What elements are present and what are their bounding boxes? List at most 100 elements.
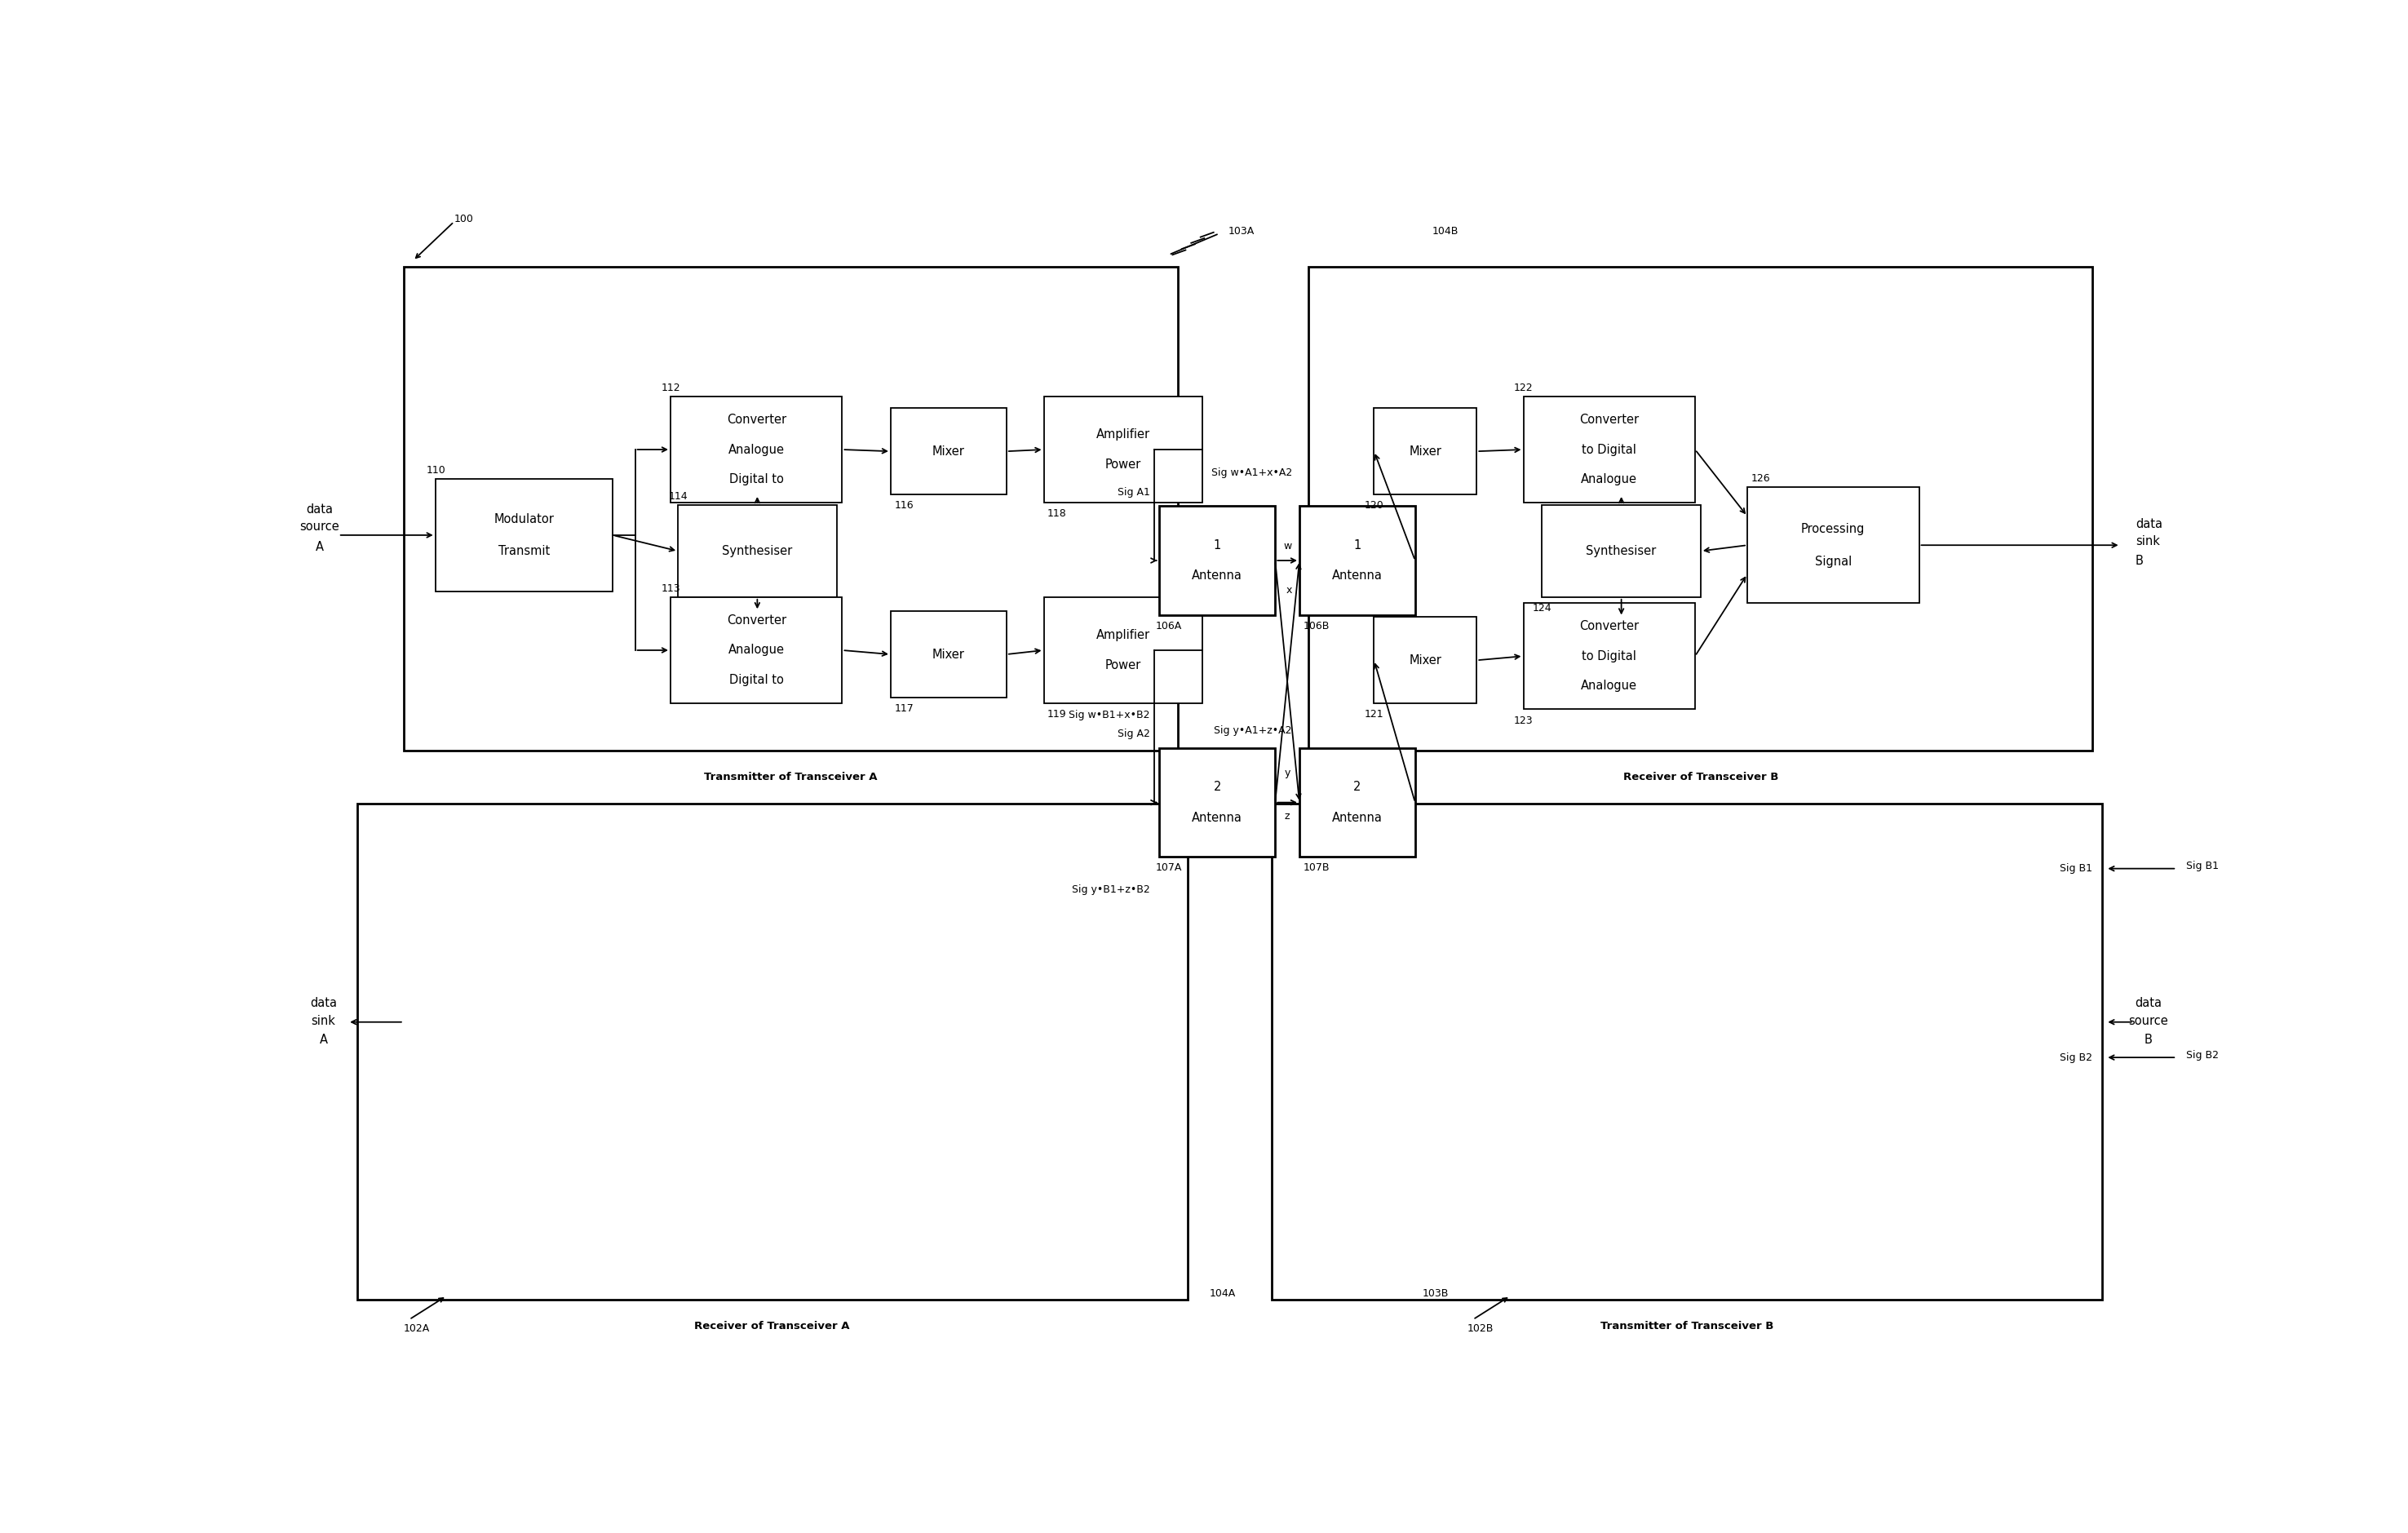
Text: z: z (1283, 811, 1291, 822)
Text: Sig y•B1+z•B2: Sig y•B1+z•B2 (1072, 885, 1151, 895)
FancyBboxPatch shape (679, 504, 836, 598)
Text: Converter: Converter (727, 414, 785, 426)
Text: 104A: 104A (1209, 1288, 1235, 1298)
Text: Mixer: Mixer (932, 648, 966, 661)
Text: B: B (2146, 1033, 2153, 1046)
Text: 116: 116 (893, 500, 913, 510)
Text: A: A (320, 1033, 327, 1046)
Text: 102A: 102A (405, 1323, 431, 1334)
Text: Processing: Processing (1801, 523, 1866, 535)
Text: Sig B2: Sig B2 (2186, 1050, 2218, 1061)
Text: Sig y•A1+z•A2: Sig y•A1+z•A2 (1214, 725, 1293, 736)
FancyBboxPatch shape (1043, 397, 1202, 503)
Text: Sig B1: Sig B1 (2059, 863, 2093, 874)
Text: 123: 123 (1515, 714, 1534, 725)
Text: 110: 110 (426, 464, 445, 475)
Text: Synthesiser: Synthesiser (722, 544, 792, 556)
Text: Digital to: Digital to (730, 474, 783, 486)
Text: Analogue: Analogue (727, 644, 785, 656)
Text: 122: 122 (1515, 382, 1534, 392)
Text: 100: 100 (455, 215, 474, 225)
FancyBboxPatch shape (1524, 397, 1695, 503)
Text: 126: 126 (1751, 474, 1770, 484)
Text: Sig A2: Sig A2 (1117, 728, 1151, 739)
Text: sink: sink (311, 1015, 335, 1027)
Text: Sig w•A1+x•A2: Sig w•A1+x•A2 (1211, 468, 1293, 478)
Text: 121: 121 (1365, 710, 1385, 721)
Text: Sig B2: Sig B2 (2059, 1052, 2093, 1062)
Text: 102B: 102B (1466, 1323, 1493, 1334)
Text: B: B (2136, 555, 2143, 567)
Text: Sig A1: Sig A1 (1117, 487, 1151, 497)
Text: Antenna: Antenna (1192, 811, 1243, 823)
Text: Synthesiser: Synthesiser (1587, 544, 1657, 556)
Text: w: w (1283, 541, 1291, 552)
Text: source: source (2129, 1015, 2170, 1027)
Text: data: data (311, 996, 337, 1009)
Text: Power: Power (1105, 458, 1141, 471)
Text: 103A: 103A (1228, 225, 1255, 236)
Text: 107B: 107B (1303, 863, 1329, 874)
Text: 124: 124 (1534, 602, 1553, 613)
Text: Transmitter of Transceiver A: Transmitter of Transceiver A (703, 771, 877, 782)
Text: Analogue: Analogue (1582, 679, 1637, 691)
FancyBboxPatch shape (1748, 487, 1919, 602)
Text: Mixer: Mixer (932, 445, 966, 457)
Text: Antenna: Antenna (1192, 570, 1243, 583)
Text: Analogue: Analogue (727, 443, 785, 455)
Text: data: data (306, 503, 332, 515)
Text: 104B: 104B (1433, 225, 1459, 236)
Text: 119: 119 (1047, 710, 1067, 721)
Text: y: y (1283, 768, 1291, 779)
Text: Transmitter of Transceiver B: Transmitter of Transceiver B (1599, 1321, 1772, 1331)
Text: Converter: Converter (1580, 414, 1640, 426)
Text: data: data (2136, 518, 2162, 530)
Text: Converter: Converter (727, 615, 785, 627)
FancyBboxPatch shape (1161, 506, 1276, 615)
Text: Power: Power (1105, 659, 1141, 671)
Text: 106B: 106B (1303, 621, 1329, 632)
FancyBboxPatch shape (1300, 506, 1416, 615)
Text: Converter: Converter (1580, 621, 1640, 633)
FancyBboxPatch shape (436, 478, 612, 592)
Text: 113: 113 (662, 583, 681, 593)
FancyBboxPatch shape (891, 408, 1007, 495)
Text: 103B: 103B (1423, 1288, 1450, 1298)
Text: 1: 1 (1214, 540, 1221, 552)
Text: 112: 112 (662, 382, 681, 392)
Text: Receiver of Transceiver B: Receiver of Transceiver B (1623, 771, 1777, 782)
FancyBboxPatch shape (356, 803, 1187, 1300)
Text: to Digital: to Digital (1582, 443, 1637, 455)
Text: 106A: 106A (1156, 621, 1182, 632)
Text: Amplifier: Amplifier (1096, 629, 1151, 641)
FancyBboxPatch shape (1375, 618, 1476, 704)
Text: Analogue: Analogue (1582, 474, 1637, 486)
Text: Mixer: Mixer (1409, 655, 1442, 667)
Text: to Digital: to Digital (1582, 650, 1637, 662)
FancyBboxPatch shape (669, 397, 843, 503)
Text: 120: 120 (1365, 500, 1385, 510)
Text: 2: 2 (1353, 782, 1361, 794)
Text: Signal: Signal (1816, 555, 1852, 567)
FancyBboxPatch shape (1375, 408, 1476, 495)
Text: 114: 114 (669, 491, 689, 501)
Text: Receiver of Transceiver A: Receiver of Transceiver A (694, 1321, 850, 1331)
FancyBboxPatch shape (1310, 267, 2093, 751)
FancyBboxPatch shape (1271, 803, 2102, 1300)
Text: Antenna: Antenna (1332, 570, 1382, 583)
FancyBboxPatch shape (669, 598, 843, 704)
FancyBboxPatch shape (405, 267, 1178, 751)
Text: Transmit: Transmit (498, 544, 549, 556)
FancyBboxPatch shape (1541, 504, 1700, 598)
Text: Mixer: Mixer (1409, 445, 1442, 457)
Text: 118: 118 (1047, 509, 1067, 520)
Text: 107A: 107A (1156, 863, 1182, 874)
Text: x: x (1286, 584, 1293, 595)
Text: Antenna: Antenna (1332, 811, 1382, 823)
Text: source: source (299, 521, 340, 533)
FancyBboxPatch shape (891, 612, 1007, 698)
Text: sink: sink (2136, 535, 2160, 547)
Text: Digital to: Digital to (730, 675, 783, 687)
Text: A: A (315, 541, 323, 553)
Text: 1: 1 (1353, 540, 1361, 552)
